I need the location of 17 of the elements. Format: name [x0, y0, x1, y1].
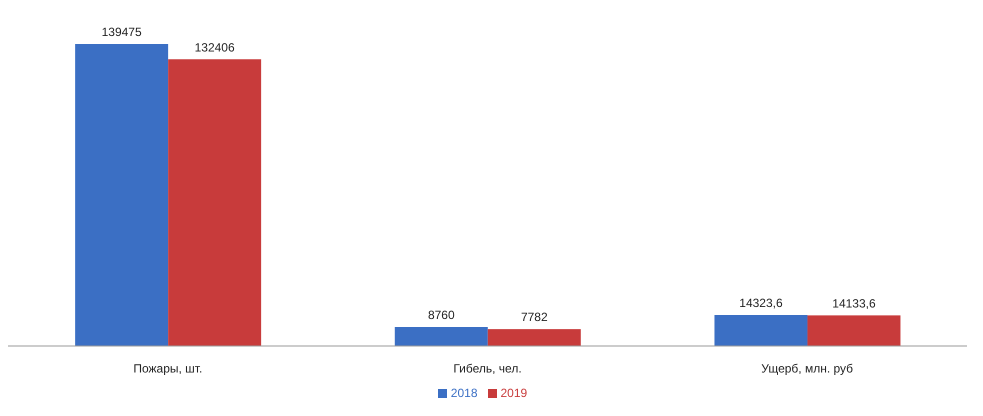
bar — [807, 315, 900, 346]
bar — [488, 329, 581, 346]
legend-label: 2018 — [450, 386, 478, 400]
data-label: 7782 — [520, 310, 548, 324]
data-label: 8760 — [428, 308, 455, 322]
bar — [714, 314, 808, 346]
bar — [394, 327, 488, 346]
data-label: 132406 — [194, 40, 235, 54]
x-tick-label: Пожары, шт. — [133, 362, 202, 376]
bar — [168, 59, 262, 346]
x-tick-label: Гибель, чел. — [453, 362, 522, 376]
x-tick-label: Ущерб, млн. руб — [761, 362, 854, 376]
data-label: 14323,6 — [739, 296, 783, 310]
data-label: 14133,6 — [832, 296, 876, 310]
data-label: 139475 — [102, 25, 142, 39]
legend-label: 2019 — [500, 386, 528, 400]
bar — [75, 44, 168, 346]
